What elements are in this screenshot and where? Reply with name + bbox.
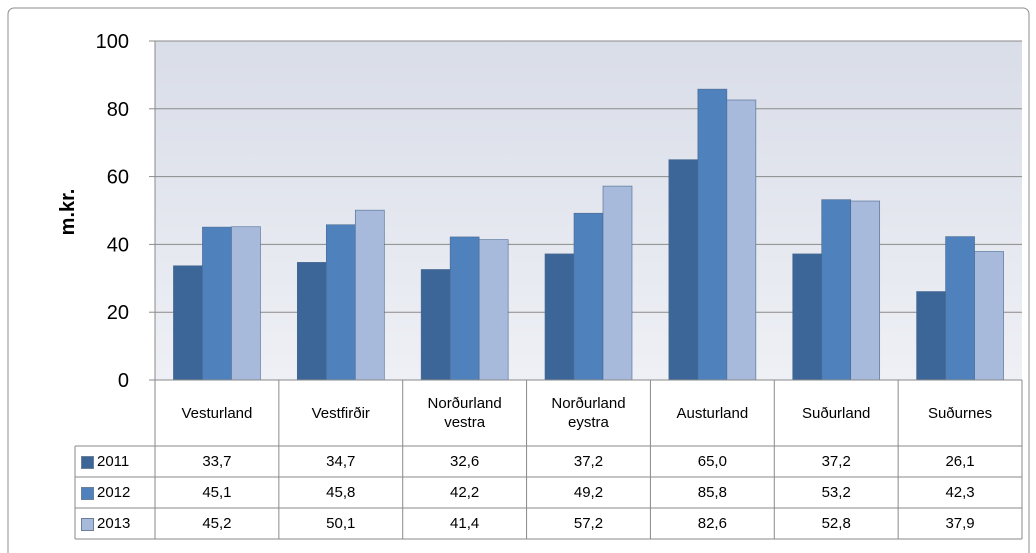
category-label: Austurland: [676, 404, 749, 422]
value-label: 33,7: [202, 453, 232, 470]
value-label: 45,8: [326, 484, 356, 501]
legend-label: 2013: [97, 515, 131, 532]
y-tick-label: 0: [118, 370, 129, 392]
bar: [602, 185, 633, 381]
bar: [296, 262, 327, 381]
legend-label: 2012: [97, 484, 131, 501]
bar: [945, 236, 975, 381]
value-label: 52,8: [821, 515, 851, 532]
bar: [231, 226, 261, 381]
value-label: 65,0: [697, 453, 727, 470]
category-label: Suðurnes: [927, 404, 993, 422]
bar: [325, 224, 356, 381]
value-label: 37,2: [573, 453, 604, 470]
value-label: 82,6: [697, 515, 727, 532]
category-label: Norðurland eystra: [551, 395, 626, 431]
y-tick-label: 80: [107, 99, 129, 121]
value-label: 26,1: [945, 453, 975, 470]
category-label: Norðurland vestra: [427, 395, 502, 431]
bar: [478, 239, 509, 381]
y-tick-label: 100: [96, 31, 129, 53]
y-tick-label: 60: [107, 167, 129, 189]
bar: [821, 199, 852, 381]
legend-key: [81, 517, 94, 531]
bar: [850, 200, 881, 381]
value-label: 42,3: [945, 484, 975, 501]
value-label: 57,2: [573, 515, 604, 532]
bar: [697, 88, 728, 381]
bar: [573, 212, 604, 381]
legend-key: [81, 486, 94, 500]
y-tick-label: 20: [107, 302, 129, 324]
bar: [668, 159, 699, 381]
y-axis-label: m.kr.: [57, 189, 79, 236]
bar: [354, 209, 385, 381]
value-label: 49,2: [573, 484, 604, 501]
y-tick-label: 40: [107, 234, 129, 256]
value-label: 85,8: [697, 484, 727, 501]
bar: [544, 253, 575, 381]
value-label: 34,7: [326, 453, 356, 470]
value-label: 45,1: [202, 484, 232, 501]
value-label: 42,2: [450, 484, 480, 501]
bar: [792, 253, 823, 381]
category-label: Vesturland: [181, 404, 253, 422]
value-label: 41,4: [450, 515, 480, 532]
value-label: 53,2: [821, 484, 851, 501]
value-label: 45,2: [202, 515, 232, 532]
bar: [726, 99, 757, 381]
value-label: 50,1: [326, 515, 356, 532]
legend-label: 2011: [97, 453, 130, 470]
legend-key: [81, 455, 94, 469]
bar: [449, 236, 480, 381]
bar: [202, 226, 232, 381]
value-label: 37,9: [945, 515, 975, 532]
category-label: Vestfirðir: [311, 404, 370, 422]
bar: [974, 251, 1004, 381]
bar: [916, 291, 946, 381]
bar: [173, 265, 203, 381]
value-label: 37,2: [821, 453, 851, 470]
value-label: 32,6: [450, 453, 480, 470]
category-label: Suðurland: [802, 404, 871, 422]
bar: [420, 269, 451, 381]
